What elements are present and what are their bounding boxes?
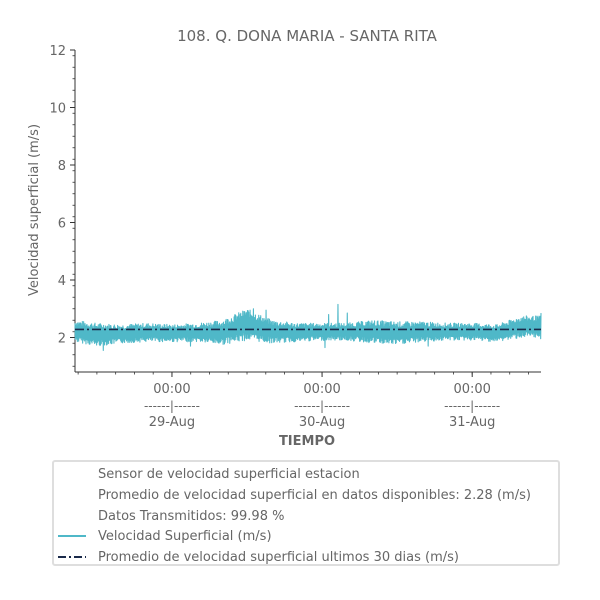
velocity-line [74, 303, 542, 351]
y-axis-label: Velocidad superficial (m/s) [27, 124, 42, 296]
legend-text: Velocidad Superficial (m/s) [98, 528, 272, 544]
y-tick-label: 6 [58, 217, 66, 232]
y-tick-label: 10 [49, 102, 66, 117]
y-tick-label: 8 [58, 159, 66, 174]
legend-info-transmitted: Datos Transmitidos: 99.98 % [54, 506, 284, 526]
legend-item-velocity: Velocidad Superficial (m/s) [54, 526, 272, 546]
legend: Sensor de velocidad superficial estacion… [52, 460, 560, 566]
legend-blank-swatch [58, 473, 86, 475]
legend-item-average: Promedio de velocidad superficial ultimo… [54, 547, 459, 567]
x-tick-label-separator: ------|------ [444, 399, 500, 413]
x-axis: 00:00 ------|------ 29-Aug 00:00 ------|----… [75, 371, 541, 430]
y-tick-label: 4 [58, 274, 66, 289]
legend-info-average: Promedio de velocidad superficial en dat… [54, 485, 531, 505]
y-axis: 2 4 6 8 10 12 [49, 44, 76, 372]
legend-swatch-velocity [58, 535, 86, 537]
x-tick-label-date: 29-Aug [149, 415, 195, 430]
legend-blank-swatch [58, 494, 86, 496]
legend-text: Promedio de velocidad superficial en dat… [98, 487, 531, 503]
y-tick-label: 12 [49, 44, 66, 59]
series-velocity [74, 303, 542, 351]
x-tick-label-separator: ------|------ [294, 399, 350, 413]
y-tick-label: 2 [58, 332, 66, 347]
x-tick-label-time: 00:00 [153, 382, 190, 397]
x-tick-label-time: 00:00 [303, 382, 340, 397]
x-tick-label-separator: ------|------ [144, 399, 200, 413]
x-tick-label-time: 00:00 [453, 382, 490, 397]
legend-text: Sensor de velocidad superficial estacion [98, 466, 360, 482]
legend-blank-swatch [58, 515, 86, 517]
legend-text: Datos Transmitidos: 99.98 % [98, 508, 285, 524]
chart-title: 108. Q. DONA MARIA - SANTA RITA [177, 27, 438, 45]
x-axis-label: TIEMPO [279, 434, 335, 449]
legend-swatch-average [58, 556, 86, 558]
x-tick-label-date: 30-Aug [299, 415, 345, 430]
x-tick-label-date: 31-Aug [449, 415, 495, 430]
legend-text: Promedio de velocidad superficial ultimo… [98, 549, 459, 565]
legend-info-station: Sensor de velocidad superficial estacion [54, 464, 360, 484]
